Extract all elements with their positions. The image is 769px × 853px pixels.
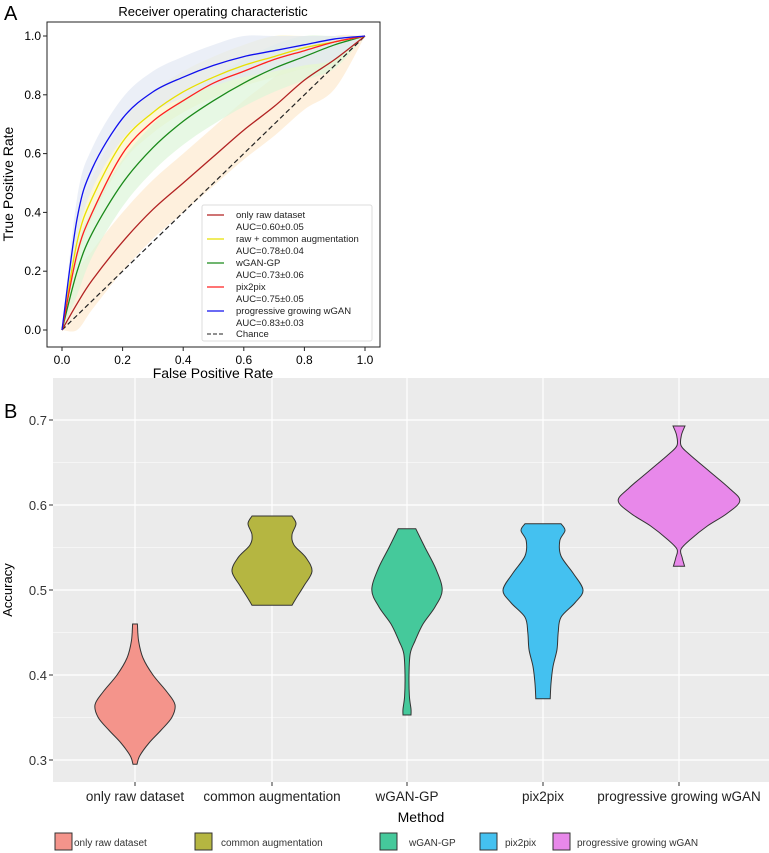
x-tick-label: 0.2 (114, 353, 131, 367)
legend-auc-0: AUC=0.60±0.05 (236, 222, 304, 233)
legend-name-1: raw + common augmentation (236, 234, 359, 245)
y-tick-label: 0.3 (29, 753, 47, 768)
y-tick-label: 0.7 (29, 413, 47, 428)
roc-band-4 (62, 35, 365, 330)
roc-legend-box (201, 204, 373, 342)
y-tick-label: 0.4 (29, 668, 47, 683)
panel-label-b: B (4, 401, 17, 423)
x-tick-label: progressive growing wGAN (597, 789, 761, 804)
violin-3 (502, 523, 584, 700)
roc-curve-0 (61, 35, 366, 331)
y-tick-label: 0.5 (29, 583, 47, 598)
roc-plot-frame (46, 21, 381, 348)
legend-name-0: only raw dataset (236, 210, 306, 221)
legend-auc-4: AUC=0.83±0.03 (236, 318, 304, 329)
x-tick-label: 0.6 (235, 353, 252, 367)
legend-swatch-4 (552, 832, 571, 851)
roc-title: Receiver operating characteristic (118, 4, 308, 19)
y-tick-label: 0.0 (24, 323, 41, 337)
legend-swatch-2 (379, 832, 398, 851)
y-tick-label: 0.6 (24, 147, 41, 161)
legend-name-3: pix2pix (236, 282, 266, 293)
x-tick-label: 1.0 (357, 353, 374, 367)
violin-1 (231, 515, 313, 606)
x-tick-label: 0.8 (296, 353, 313, 367)
legend-label-4: progressive growing wGAN (577, 838, 698, 849)
violin-ylabel: Accuracy (0, 563, 15, 617)
roc-curve-1 (61, 35, 366, 331)
roc-ticks: 0.0 0.0 0.2 0.2 0.4 0.4 0.6 0.6 0.8 0.8 1.0 1.0 (24, 29, 373, 367)
x-tick-label: wGAN-GP (374, 789, 438, 804)
legend-auc-2: AUC=0.73±0.06 (236, 270, 304, 281)
x-tick-label: 0.4 (175, 353, 192, 367)
legend-auc-3: AUC=0.75±0.05 (236, 294, 304, 305)
chance-line (61, 35, 366, 331)
legend-name-chance: Chance (236, 329, 269, 340)
legend-label-1: common augmentation (221, 838, 323, 849)
violin-2 (371, 528, 443, 716)
legend-label-3: pix2pix (505, 838, 536, 849)
panel-label-a: A (4, 3, 18, 25)
legend-label-2: wGAN-GP (408, 838, 456, 849)
legend-auc-1: AUC=0.78±0.04 (236, 246, 304, 257)
roc-curve-4 (61, 35, 366, 331)
violin-ticks: 0.3 0.4 0.5 0.6 0.7 only raw dataset common au… (29, 413, 761, 804)
y-tick-label: 0.4 (24, 205, 41, 219)
legend-name-2: wGAN-GP (235, 258, 280, 269)
roc-curves (61, 35, 366, 331)
roc-curve-3 (61, 35, 366, 331)
y-tick-label: 0.6 (29, 498, 47, 513)
y-tick-label: 1.0 (24, 29, 41, 43)
x-tick-label: only raw dataset (86, 789, 185, 804)
y-tick-label: 0.8 (24, 88, 41, 102)
legend-name-4: progressive growing wGAN (236, 306, 351, 317)
x-tick-label: 0.0 (54, 353, 71, 367)
x-tick-label: pix2pix (522, 789, 564, 804)
x-tick-label: common augmentation (203, 789, 340, 804)
violin-4 (617, 425, 741, 567)
legend-label-0: only raw dataset (74, 838, 147, 849)
legend-swatch-0 (54, 832, 73, 851)
violin-0 (94, 623, 176, 765)
roc-ylabel: True Positive Rate (0, 126, 16, 241)
legend-swatch-1 (194, 832, 213, 851)
violins (94, 425, 741, 765)
roc-curve-2 (61, 35, 366, 331)
roc-xlabel: False Positive Rate (153, 365, 274, 381)
y-tick-label: 0.2 (24, 264, 41, 278)
legend-swatch-3 (479, 832, 498, 851)
violin-xlabel: Method (398, 809, 445, 825)
violin-legend: only raw dataset common augmentation wGAN-… (54, 832, 698, 851)
